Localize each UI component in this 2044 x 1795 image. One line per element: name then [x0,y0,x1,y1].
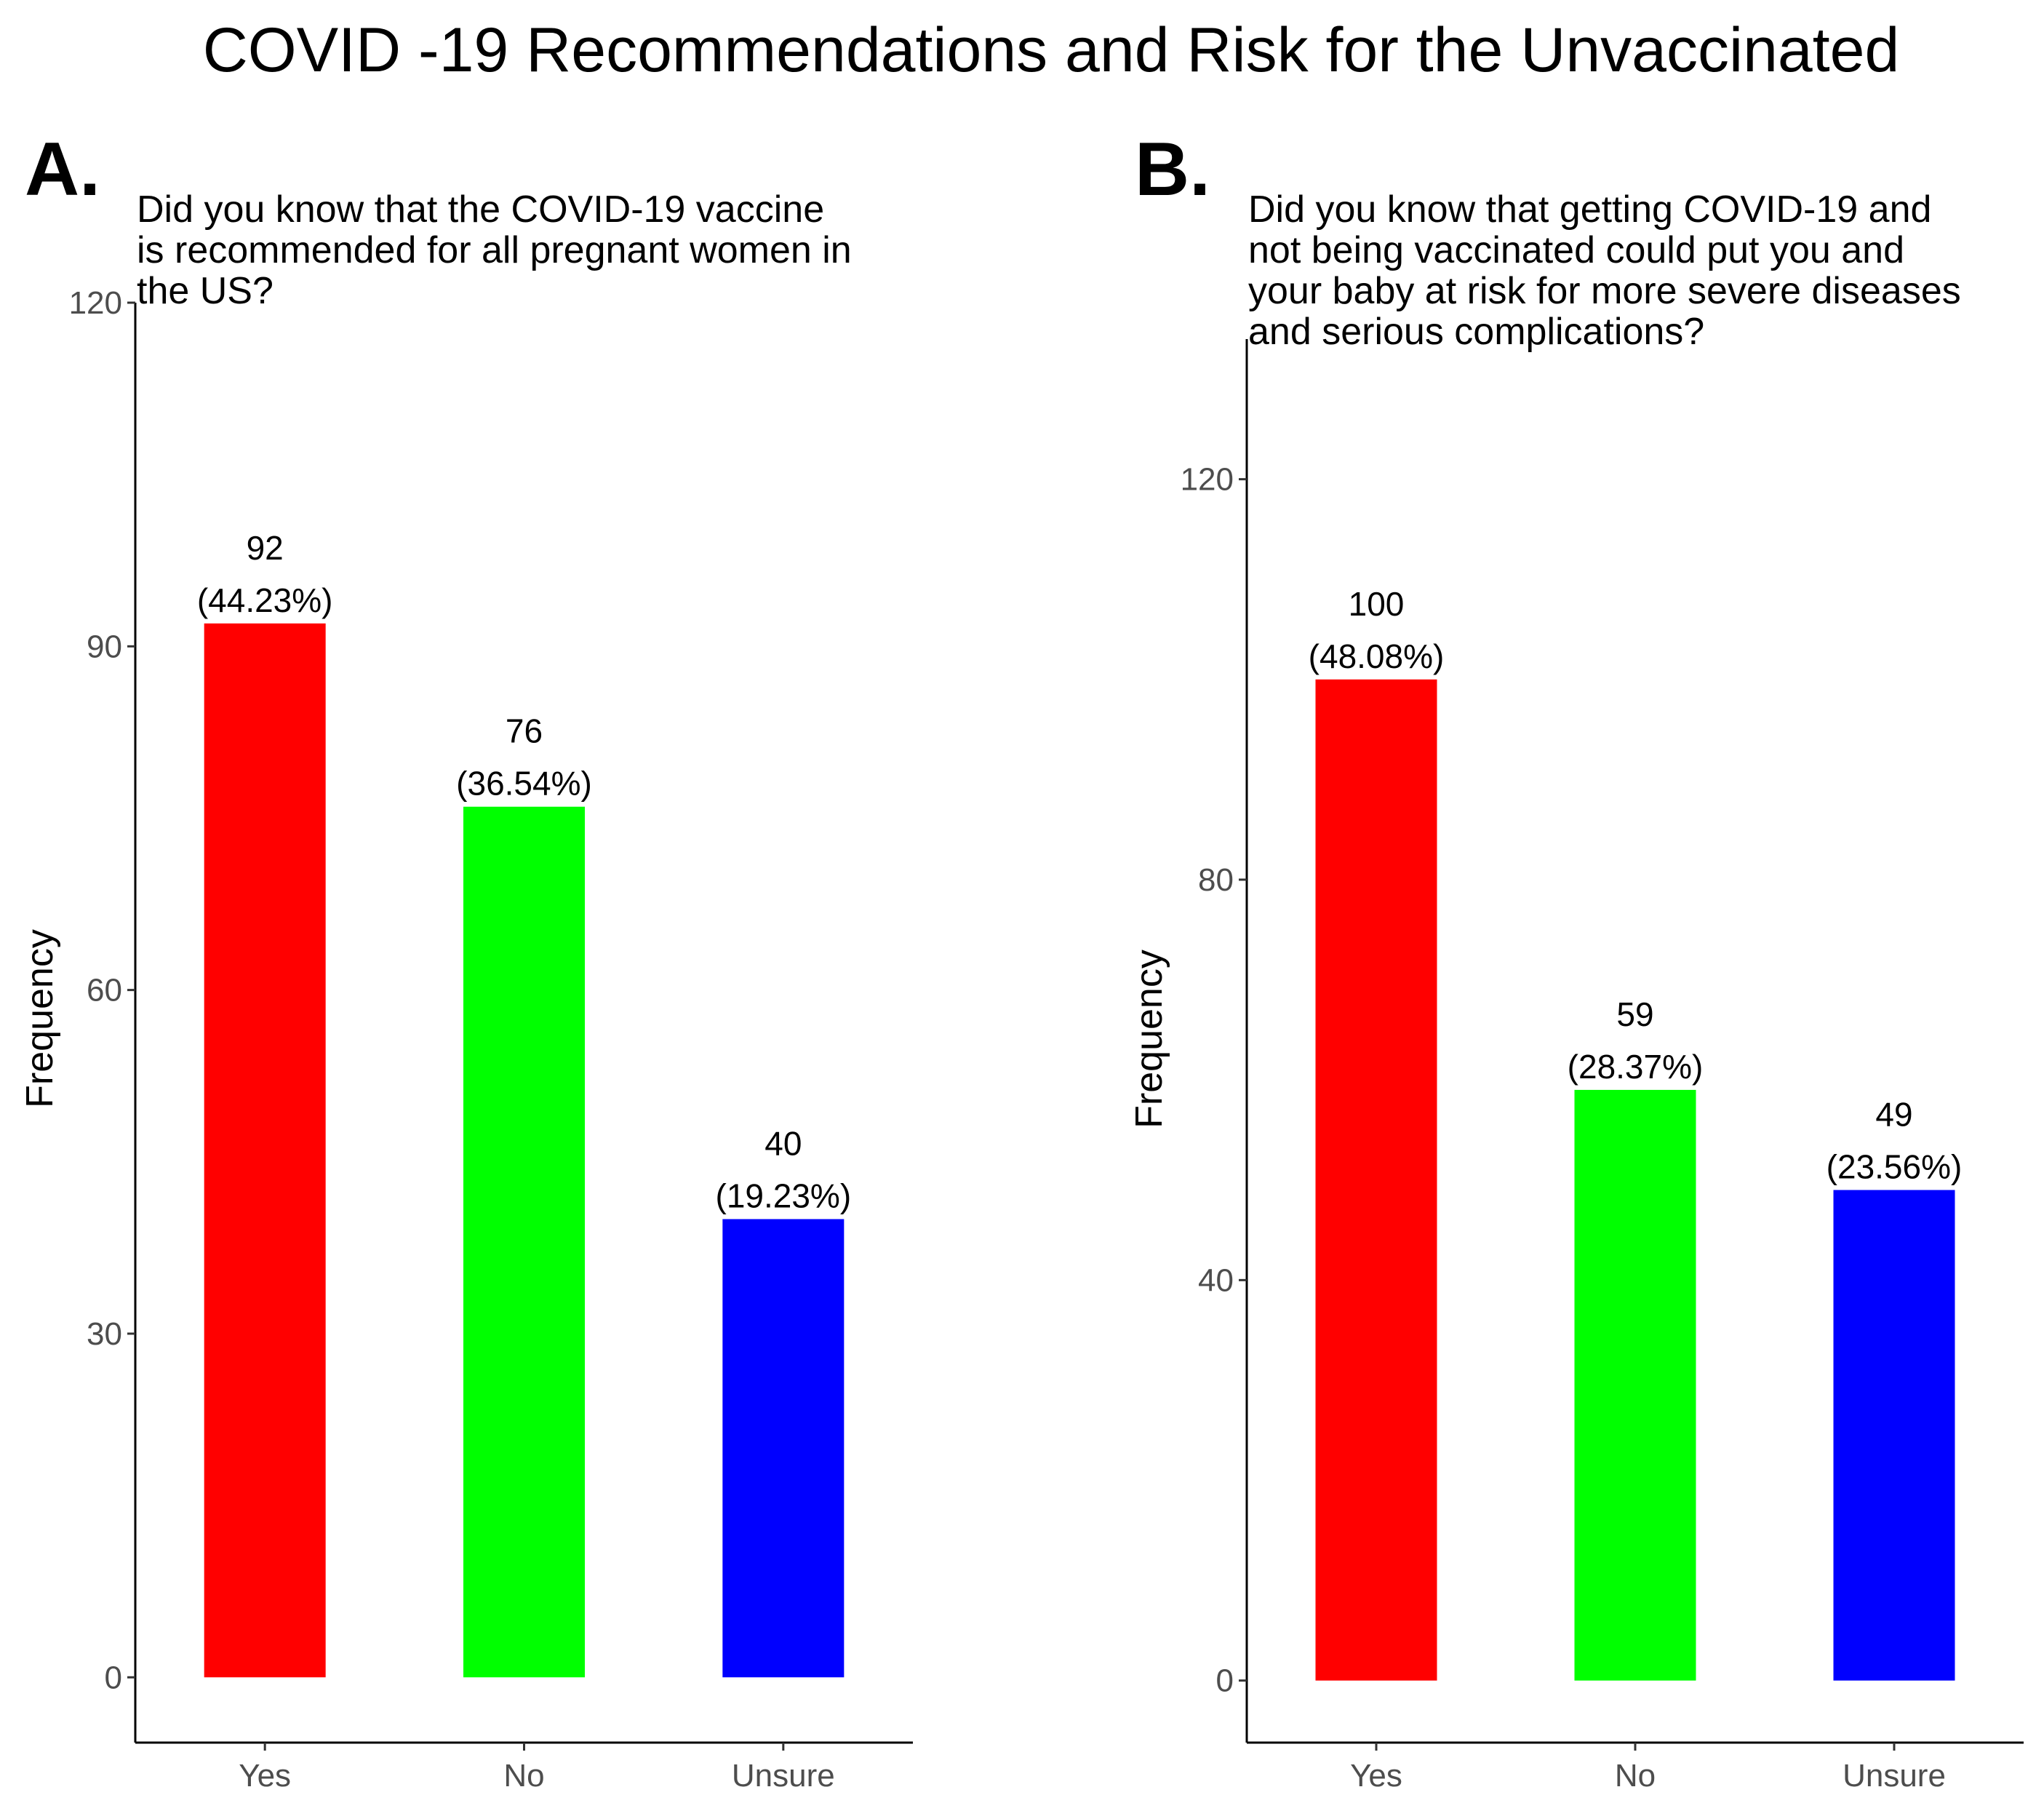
panel-b-data-label-count: 59 [1616,995,1653,1033]
panel-b-bar-unsure [1833,1190,1955,1681]
panel-a-y-tick-label: 60 [87,973,122,1008]
panel-b-question-line-4: and serious complications? [1248,311,1704,353]
panel-a-x-tick-label: Yes [239,1758,291,1794]
panel-label-a: A. [25,127,100,212]
panel-b-question-line-1: Did you know that getting COVID-19 and [1248,188,1931,231]
panel-b-question-line-3: your baby at risk for more severe diseas… [1248,270,1961,312]
panel-b-x-tick-label: Unsure [1843,1758,1946,1794]
panel-label-b: B. [1135,127,1210,212]
panel-b: B. Did you know that getting COVID-19 an… [1128,127,2024,1794]
panel-b-data-label-percent: (23.56%) [1827,1148,1963,1186]
panel-a-x-tick-label: Unsure [732,1758,835,1794]
panel-a-bar-unsure [722,1219,845,1678]
panel-b-data-label-count: 100 [1349,585,1405,623]
panel-a-bar-no [463,806,585,1678]
panel-a-y-axis-title: Frequency [19,929,61,1108]
panel-b-data-label-percent: (48.08%) [1309,637,1445,675]
panel-a-plot: 0 30 60 90 120 Yes 92 (44.23%) No 76 (36.54%) Unsur… [69,285,913,1794]
panel-b-bar-no [1574,1089,1696,1681]
panel-a-question-line-2: is recommended for all pregnant women in [137,229,852,271]
panel-a-data-label-count: 40 [764,1125,802,1163]
panel-b-y-axis-title: Frequency [1128,950,1170,1129]
figure-title: COVID -19 Recommendations and Risk for t… [203,15,1900,85]
panel-a-data-label-count: 76 [506,712,543,750]
panel-a-data-label-percent: (19.23%) [716,1177,852,1215]
panel-a-y-tick-label: 90 [87,629,122,664]
panel-b-bar-yes [1315,679,1437,1681]
panel-a-bar-yes [204,623,326,1678]
panel-a-question-line-1: Did you know that the COVID-19 vaccine [137,188,824,231]
panel-b-data-label-count: 49 [1875,1096,1912,1134]
panel-a-y-tick-label: 0 [105,1660,122,1695]
panel-b-question-line-2: not being vaccinated could put you and [1248,229,1904,271]
panel-b-y-tick-label: 80 [1198,862,1234,898]
panel-a-data-label-percent: (36.54%) [456,765,592,803]
panel-b-x-tick-label: Yes [1350,1758,1402,1794]
panel-a-x-tick-label: No [503,1758,544,1794]
panel-a-data-label-percent: (44.23%) [197,581,333,619]
panel-b-y-tick-label: 0 [1216,1663,1234,1699]
panel-a-y-tick-label: 30 [87,1316,122,1352]
panel-a-y-tick-label: 120 [69,285,122,321]
panel-b-data-label-percent: (28.37%) [1568,1048,1704,1086]
panel-b-plot: 0 40 80 120 Yes 100 (48.08%) No 59 (28.37%) Unsure… [1181,339,2024,1794]
panel-b-y-tick-label: 40 [1198,1262,1234,1298]
panel-a-data-label-count: 92 [247,529,284,567]
panel-b-y-tick-label: 120 [1181,462,1234,498]
panel-b-x-tick-label: No [1615,1758,1656,1794]
panel-a-question-line-3: the US? [137,270,274,312]
panel-a: A. Did you know that the COVID-19 vaccin… [19,127,913,1794]
